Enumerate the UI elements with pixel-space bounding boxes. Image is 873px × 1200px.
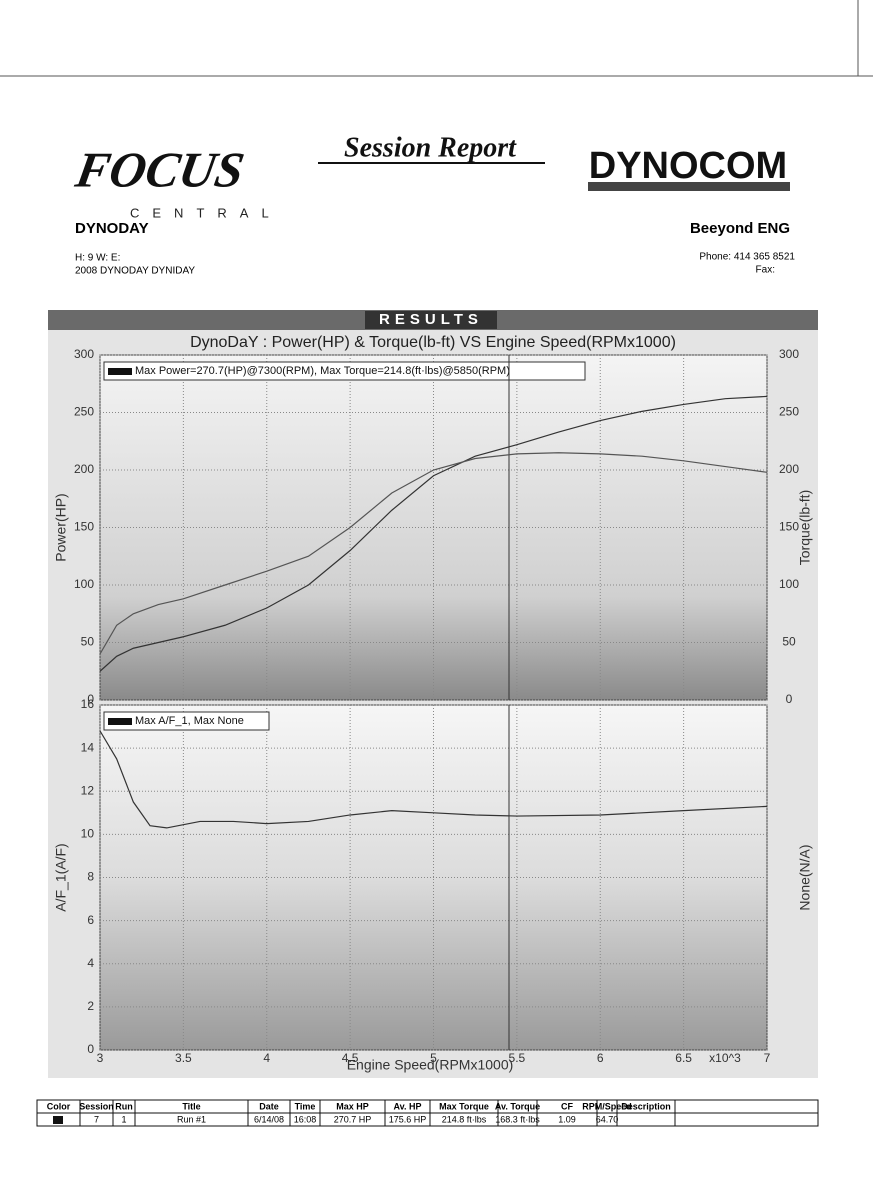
column-header: Av. HP — [393, 1101, 421, 1111]
legend-swatch — [108, 368, 132, 375]
table-cell: 270.7 HP — [334, 1114, 372, 1124]
y2-tick-label: 0 — [786, 692, 793, 706]
results-label: RESULTS — [379, 311, 483, 328]
color-swatch — [53, 1116, 63, 1124]
y2-axis-label: Torque(lb-ft) — [797, 490, 813, 565]
table-cell: 214.8 ft·lbs — [442, 1114, 487, 1124]
x-tick-label: 6.5 — [675, 1051, 692, 1065]
y2-tick-label: 50 — [782, 635, 796, 649]
x-tick-label: 3.5 — [175, 1051, 192, 1065]
column-header: Av. Torque — [495, 1101, 540, 1111]
y2-tick-label: 250 — [779, 405, 799, 419]
y-tick-label: 50 — [81, 635, 95, 649]
y-tick-label: 8 — [87, 870, 94, 884]
legend-swatch — [108, 718, 132, 725]
column-header: Date — [259, 1101, 279, 1111]
y2-tick-label: 100 — [779, 577, 799, 591]
phone: Phone: 414 365 8521 — [699, 252, 795, 263]
column-header: Max HP — [336, 1101, 369, 1111]
y-axis-label: Power(HP) — [53, 493, 69, 561]
column-header: RPM/Speed — [582, 1101, 632, 1111]
column-header: Title — [182, 1101, 200, 1111]
legend-box — [103, 711, 270, 731]
series-line — [99, 395, 768, 672]
x-tick-label: 7 — [764, 1051, 771, 1065]
column-header: Description — [621, 1101, 671, 1111]
x-axis-label: Engine Speed(RPMx1000) — [347, 1057, 514, 1073]
y-tick-label: 250 — [74, 405, 94, 419]
y-tick-label: 300 — [74, 347, 94, 361]
y-tick-label: 10 — [81, 827, 95, 841]
fax: Fax: — [756, 265, 775, 276]
y-tick-label: 14 — [81, 740, 95, 754]
table-cell: 7 — [94, 1114, 99, 1124]
y-tick-label: 16 — [81, 697, 95, 711]
x-tick-label: 4 — [263, 1051, 270, 1065]
brand: DYNOCOM — [589, 145, 787, 187]
logo: FOCUS — [71, 142, 248, 198]
series-line — [99, 730, 768, 829]
y-tick-label: 0 — [87, 1042, 94, 1056]
column-header: Color — [47, 1101, 71, 1111]
x-tick-label: 5.5 — [509, 1051, 526, 1065]
y2-tick-label: 300 — [779, 347, 799, 361]
table-cell: 6/14/08 — [254, 1114, 284, 1124]
event: DYNODAY — [75, 220, 149, 237]
chart-title: DynoDaY : Power(HP) & Torque(lb-ft) VS E… — [190, 334, 676, 351]
x-tick-label: 5 — [430, 1051, 437, 1065]
legend-text: Max Power=270.7(HP)@7300(RPM), Max Torqu… — [135, 365, 510, 377]
x-annotation: x10^3 — [709, 1051, 741, 1065]
y2-axis-label: None(N/A) — [797, 844, 813, 910]
hwe: H: 9 W: E: — [75, 253, 120, 264]
table-cell: Run #1 — [177, 1114, 206, 1124]
y-axis-label: A/F_1(A/F) — [53, 843, 69, 911]
column-header: Run — [115, 1101, 133, 1111]
y-tick-label: 4 — [87, 956, 94, 970]
x-tick-label: 4.5 — [342, 1051, 359, 1065]
legend-box — [103, 361, 586, 381]
company: Beeyond ENG — [690, 220, 790, 237]
y-tick-label: 2 — [87, 999, 94, 1013]
column-header: Session — [79, 1101, 114, 1111]
y-tick-label: 6 — [87, 913, 94, 927]
y-tick-label: 200 — [74, 462, 94, 476]
table-cell: 64.70 — [596, 1114, 619, 1124]
table-cell: 1.09 — [558, 1114, 576, 1124]
y-tick-label: 100 — [74, 577, 94, 591]
column-header: Max Torque — [439, 1101, 489, 1111]
y2-tick-label: 200 — [779, 462, 799, 476]
y-tick-label: 12 — [81, 783, 95, 797]
column-header: CF — [561, 1101, 573, 1111]
table-cell: 16:08 — [294, 1114, 317, 1124]
logo-sub: CENTRAL — [130, 205, 282, 220]
series-line — [99, 452, 768, 655]
y2-tick-label: 150 — [779, 520, 799, 534]
table-cell: 1 — [121, 1114, 126, 1124]
table-cell: 175.6 HP — [389, 1114, 427, 1124]
y-tick-label: 150 — [74, 520, 94, 534]
y-tick-label: 0 — [87, 692, 94, 706]
legend-text: Max A/F_1, Max None — [135, 715, 244, 727]
column-header: Time — [295, 1101, 316, 1111]
report-title: Session Report — [344, 132, 517, 163]
results-box — [365, 311, 497, 329]
table-cell: 168.3 ft·lbs — [495, 1114, 540, 1124]
event-full: 2008 DYNODAY DYNIDAY — [75, 266, 195, 277]
x-tick-label: 6 — [597, 1051, 604, 1065]
brand-bar — [588, 182, 790, 191]
x-tick-label: 3 — [97, 1051, 104, 1065]
